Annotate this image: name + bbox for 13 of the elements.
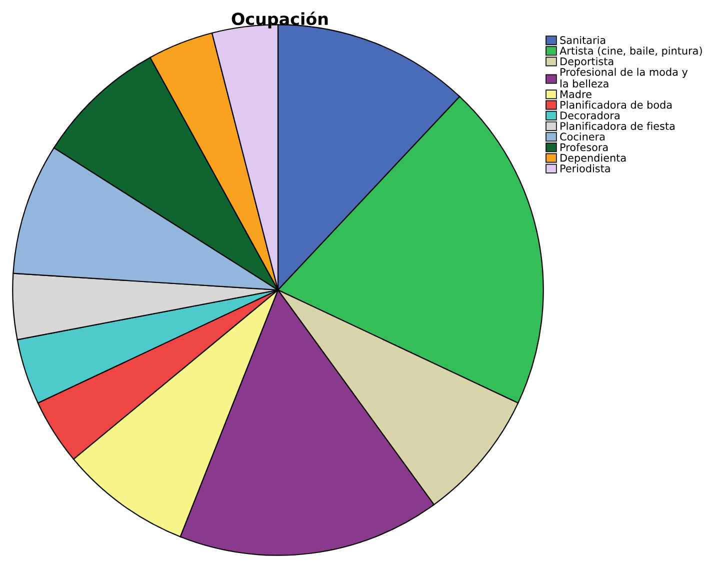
legend-label: Dependienta	[560, 154, 626, 164]
legend-label: Artista (cine, baile, pintura)	[560, 46, 702, 57]
legend-label: Profesional de la moda y la belleza	[560, 68, 688, 88]
legend-label: Sanitaria	[560, 36, 606, 44]
chart-title: Ocupación	[232, 12, 328, 28]
legend-label: Cocinera	[560, 132, 605, 141]
legend-label: Deportista	[560, 57, 614, 68]
legend-label: Periodista	[560, 164, 610, 172]
legend-label: Profesora	[560, 143, 608, 152]
legend-label: Madre	[560, 90, 592, 98]
legend-label: Planificadora de fiesta	[560, 122, 674, 130]
legend-label: Decoradora	[560, 111, 620, 120]
legend-label: Planificadora de boda	[560, 100, 672, 109]
